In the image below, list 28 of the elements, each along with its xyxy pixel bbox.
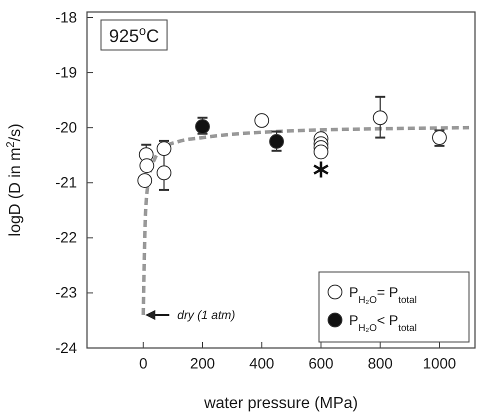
legend-label: P$_{H₂O}$= P$_{total}$ <box>349 284 417 306</box>
x-tick-label: 0 <box>139 356 148 373</box>
y-tick-label: -20 <box>55 119 77 136</box>
x-tick-label: 400 <box>249 356 274 373</box>
point <box>139 158 154 174</box>
point <box>137 173 152 188</box>
point <box>156 165 172 180</box>
y-tick-label: -18 <box>55 9 77 26</box>
x-tick-label: 600 <box>308 356 334 373</box>
y-tick-label: -19 <box>55 64 77 82</box>
point <box>314 144 328 160</box>
y-tick-label: -21 <box>55 174 77 192</box>
point <box>372 110 388 126</box>
x-tick-label: 800 <box>368 356 393 373</box>
point <box>312 160 330 179</box>
point <box>254 113 270 128</box>
x-tick-label: 1000 <box>422 356 456 373</box>
point <box>156 141 172 156</box>
y-tick-label: -23 <box>55 284 77 302</box>
point <box>195 119 210 134</box>
annotation: dry (1 atm) <box>177 308 236 322</box>
text: 925$^{o}$C <box>109 24 160 46</box>
point <box>269 134 284 149</box>
x-tick-label: 200 <box>190 356 216 373</box>
y-tick-label: -24 <box>55 340 77 357</box>
x-axis-title: water pressure (MPa) <box>203 395 358 412</box>
y-tick-label: -22 <box>55 230 77 247</box>
legend-label: P$_{H₂O}$< P$_{total}$ <box>349 312 417 334</box>
